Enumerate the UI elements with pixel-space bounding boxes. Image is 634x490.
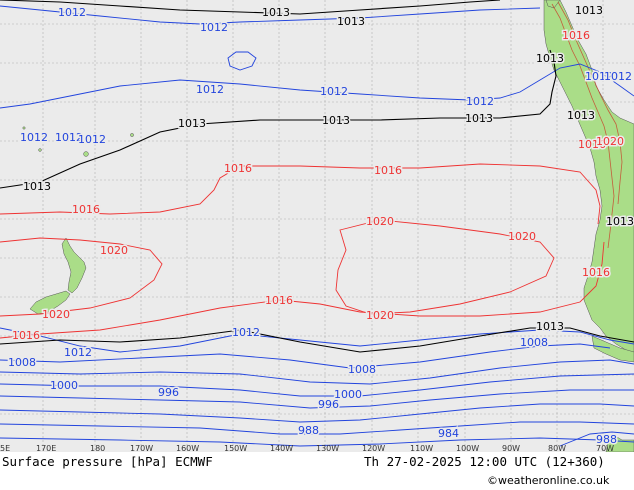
contour-label-988: 988 [596, 433, 617, 446]
island [130, 133, 134, 137]
contour-label-1013: 1013 [567, 109, 595, 122]
contour-label-988: 988 [298, 424, 319, 437]
contour-label-1000: 1000 [50, 379, 78, 392]
longitude-label: 90W [502, 444, 520, 453]
contour-label-1016: 1016 [12, 329, 40, 342]
contour-label-1012: 1012 [200, 21, 228, 34]
contour-label-1016: 1016 [582, 266, 610, 279]
contour-label-1013: 1013 [337, 15, 365, 28]
contour-label-1016: 1016 [72, 203, 100, 216]
contour-label-1013: 1013 [465, 112, 493, 125]
contour-label-1016: 1016 [578, 138, 606, 151]
longitude-label: 130W [316, 444, 339, 453]
contour-label-996: 996 [318, 398, 339, 411]
contour-label-1013: 1013 [23, 180, 51, 193]
longitude-label: 80W [548, 444, 566, 453]
contour-label-1008: 1008 [520, 336, 548, 349]
contour-label-1016: 1016 [562, 29, 590, 42]
ocean-background [0, 0, 634, 452]
contour-label-1020: 1020 [596, 135, 624, 148]
contour-label-1020: 1020 [42, 308, 70, 321]
longitude-label: 180 [90, 444, 105, 453]
contour-label-1020: 1020 [508, 230, 536, 243]
contour-label-1012: 1012 [55, 131, 83, 144]
contour-label-1008: 1008 [348, 363, 376, 376]
isobars-1013 [0, 0, 634, 353]
contour-label-1013: 1013 [536, 320, 564, 333]
contour-label-1012: 1012 [64, 346, 92, 359]
contour-label-1013: 1013 [575, 4, 603, 17]
contour-label-1013: 1013 [322, 114, 350, 127]
island [22, 126, 26, 130]
contour-label-1012: 1012 [78, 133, 106, 146]
contour-label-1020: 1020 [366, 215, 394, 228]
contour-label-1012: 1012 [20, 131, 48, 144]
longitude-label: 70W [596, 444, 614, 453]
contour-label-1013: 1013 [536, 52, 564, 65]
contour-label-996: 996 [158, 386, 179, 399]
land [22, 0, 634, 453]
antarctic-peninsula [605, 433, 634, 453]
contour-label-1016: 1016 [224, 162, 252, 175]
contour-label-1012: 1012 [466, 95, 494, 108]
contour-label-1012: 1012 [585, 70, 613, 83]
longitude-label: 110W [410, 444, 433, 453]
contour-label-1012: 1012 [232, 326, 260, 339]
longitude-label: 140W [270, 444, 293, 453]
contour-label-1012: 1012 [604, 70, 632, 83]
contour-label-1013: 1013 [262, 6, 290, 19]
tierra-del-fuego [591, 335, 634, 363]
contour-label-1012: 1012 [320, 85, 348, 98]
contour-label-1012: 1012 [196, 83, 224, 96]
island [83, 151, 89, 157]
credit-link[interactable]: ©weatheronline.co.uk [487, 474, 610, 487]
contour-label-1013: 1013 [606, 215, 634, 228]
longitude-label: 100W [456, 444, 479, 453]
longitude-labels: 5E 170E 180 170W 160W 150W 140W 130W 120W 110W 100… [0, 444, 614, 453]
contour-label-1020: 1020 [366, 309, 394, 322]
contour-label-1016: 1016 [265, 294, 293, 307]
new-zealand-north-island [61, 237, 87, 294]
longitude-label: 5E [0, 444, 10, 453]
map-title: Surface pressure [hPa] ECMWF [2, 454, 213, 469]
contour-label-1008: 1008 [8, 356, 36, 369]
longitude-label: 170W [130, 444, 153, 453]
contour-label-1013: 1013 [178, 117, 206, 130]
contour-label-1000: 1000 [334, 388, 362, 401]
longitude-label: 170E [36, 444, 56, 453]
isobars-high [0, 163, 605, 339]
contour-label-1020: 1020 [100, 244, 128, 257]
longitude-label: 120W [362, 444, 385, 453]
andes-relief [551, 1, 623, 249]
contour-label-984: 984 [438, 427, 459, 440]
longitude-label: 150W [224, 444, 247, 453]
contour-label-1016: 1016 [374, 164, 402, 177]
footer: Surface pressure [hPa] ECMWF Th 27-02-20… [0, 452, 634, 490]
contour-label-1012: 1012 [58, 6, 86, 19]
island [38, 148, 42, 152]
isobars-low [0, 5, 634, 447]
valid-time: Th 27-02-2025 12:00 UTC (12+360) [364, 454, 605, 469]
longitude-label: 160W [176, 444, 199, 453]
